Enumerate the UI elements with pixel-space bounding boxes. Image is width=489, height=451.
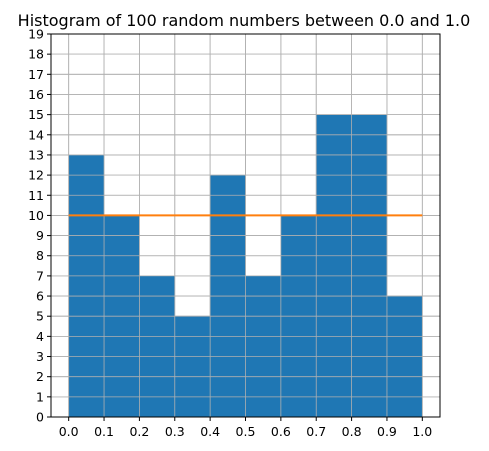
- y-tick-label: 3: [36, 349, 44, 364]
- y-tick-label: 19: [28, 27, 44, 42]
- x-tick-label: 0.9: [377, 424, 397, 439]
- histogram-bar: [139, 275, 175, 417]
- y-tick-label: 1: [36, 389, 44, 404]
- chart-title: Histogram of 100 random numbers between …: [18, 11, 471, 30]
- x-axis-ticks: 0.0 0.1 0.2 0.3 0.4 0.5 0.6 0.7 0.8 0.9 1.0: [59, 417, 432, 439]
- x-tick-label: 0.4: [200, 424, 220, 439]
- y-tick-label: 10: [28, 208, 44, 223]
- y-tick-label: 2: [36, 369, 44, 384]
- x-tick-label: 0.2: [129, 424, 149, 439]
- y-tick-label: 16: [28, 87, 44, 102]
- y-tick-label: 18: [28, 47, 44, 62]
- histogram-bar: [351, 114, 387, 417]
- x-tick-label: 0.8: [342, 424, 362, 439]
- y-tick-label: 11: [28, 188, 44, 203]
- y-tick-label: 17: [28, 67, 44, 82]
- histogram-bar: [245, 275, 281, 417]
- y-tick-label: 7: [36, 268, 44, 283]
- x-tick-label: 0.3: [165, 424, 185, 439]
- y-tick-label: 4: [36, 329, 44, 344]
- x-tick-label: 0.1: [94, 424, 114, 439]
- x-tick-label: 0.0: [59, 424, 79, 439]
- histogram-bar: [174, 316, 211, 417]
- y-tick-label: 13: [28, 147, 44, 162]
- histogram-bar: [316, 114, 352, 417]
- y-tick-label: 14: [28, 127, 44, 142]
- y-tick-label: 6: [36, 289, 44, 304]
- x-tick-label: 0.5: [236, 424, 256, 439]
- y-tick-label: 15: [28, 107, 44, 122]
- x-tick-label: 0.7: [306, 424, 326, 439]
- bars-layer: [51, 33, 440, 418]
- y-tick-label: 8: [36, 248, 44, 263]
- y-tick-label: 9: [36, 228, 44, 243]
- y-tick-label: 5: [36, 309, 44, 324]
- y-tick-label: 0: [36, 410, 44, 425]
- x-tick-label: 1.0: [412, 424, 432, 439]
- histogram-bar: [68, 154, 105, 417]
- x-tick-label: 0.6: [271, 424, 291, 439]
- y-tick-label: 12: [28, 168, 44, 183]
